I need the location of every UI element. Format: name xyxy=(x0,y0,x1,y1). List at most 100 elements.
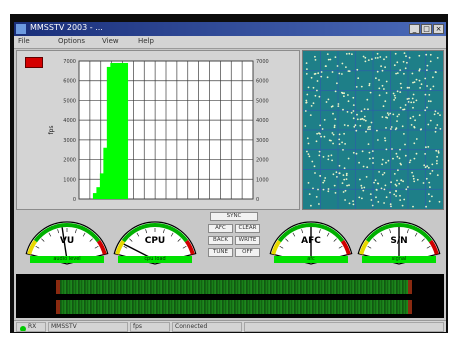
scatter-point xyxy=(312,86,315,89)
scatter-point xyxy=(381,116,384,118)
spectrum-bar xyxy=(103,147,108,199)
clear-button[interactable]: CLEAR xyxy=(235,224,260,233)
meter-tick xyxy=(97,254,102,257)
spectrum-bar xyxy=(92,193,97,199)
scatter-point xyxy=(334,56,337,58)
scatter-point xyxy=(436,124,439,126)
meter-tick xyxy=(429,254,434,257)
scatter-point xyxy=(318,95,321,98)
scatter-point xyxy=(322,156,325,158)
scatter-point xyxy=(335,171,338,174)
scatter-point xyxy=(336,176,338,178)
scatter-point xyxy=(437,151,440,154)
scatter-point xyxy=(363,186,366,189)
rx-led-icon xyxy=(20,326,26,331)
scatter-point xyxy=(327,98,330,101)
scatter-point xyxy=(369,91,372,94)
scatter-point xyxy=(423,164,426,167)
scatter-point xyxy=(406,61,408,64)
scatter-point xyxy=(312,102,315,105)
scatter-point xyxy=(429,60,432,63)
scatter-point xyxy=(429,100,432,103)
menu-options[interactable]: Options xyxy=(58,37,86,45)
meter-tick xyxy=(129,238,133,242)
y-tick-label-right: 3000 xyxy=(256,138,269,144)
scatter-point xyxy=(363,108,366,110)
scatter-point xyxy=(316,132,318,135)
scatter-point xyxy=(307,182,310,184)
scatter-point xyxy=(395,152,398,155)
close-button[interactable]: × xyxy=(433,24,444,34)
scatter-point xyxy=(342,149,344,151)
scatter-point xyxy=(332,173,335,176)
scatter-point xyxy=(341,141,343,144)
menu-view[interactable]: View xyxy=(102,37,119,45)
scatter-point xyxy=(385,148,388,151)
scatter-point xyxy=(325,101,328,103)
scatter-point xyxy=(323,119,326,121)
scatter-point xyxy=(355,86,358,88)
scatter-point xyxy=(333,184,336,187)
scatter-point xyxy=(412,101,415,104)
scatter-point xyxy=(436,162,438,165)
minimize-button[interactable]: _ xyxy=(409,24,420,34)
scatter-point xyxy=(363,115,366,118)
scatter-point xyxy=(376,57,379,59)
write-button[interactable]: WRITE xyxy=(235,236,260,245)
menu-file[interactable]: File xyxy=(18,37,30,45)
y-tick-label-left: 0 xyxy=(73,197,76,203)
sync-button[interactable]: SYNC xyxy=(210,212,258,221)
off-button[interactable]: OFF xyxy=(235,248,260,257)
meter-green-zone xyxy=(365,223,433,243)
scatter-point xyxy=(314,94,317,97)
scatter-point xyxy=(436,155,438,158)
afc-button[interactable]: AFC xyxy=(208,224,233,233)
vu-meter-dial xyxy=(25,221,109,265)
scatter-point xyxy=(343,178,346,181)
scatter-point xyxy=(427,100,430,103)
scatter-point xyxy=(402,60,405,63)
scatter-point xyxy=(343,167,346,170)
menu-help[interactable]: Help xyxy=(138,37,154,45)
scatter-point xyxy=(360,110,363,113)
scatter-point xyxy=(428,200,431,203)
scatter-point xyxy=(327,155,330,157)
scatter-point xyxy=(385,196,388,199)
afc-meter: AFC afc xyxy=(264,212,358,266)
scatter-point xyxy=(338,133,341,136)
scatter-point xyxy=(366,166,369,169)
y-axis-label: fps xyxy=(48,125,55,134)
back-button[interactable]: BACK xyxy=(208,236,233,245)
scatter-point xyxy=(415,78,418,81)
scatter-point xyxy=(412,81,414,84)
maximize-button[interactable]: □ xyxy=(421,24,432,34)
scatter-point xyxy=(381,173,384,176)
scatter-point xyxy=(348,184,350,187)
scatter-point xyxy=(337,105,340,107)
scatter-point xyxy=(426,69,428,71)
scatter-point xyxy=(326,53,329,55)
scatter-point xyxy=(398,157,401,160)
y-tick-label-right: 0 xyxy=(256,197,259,203)
scatter-point xyxy=(314,55,316,58)
sn-meter: S/N signal xyxy=(352,212,446,266)
meter-tick xyxy=(41,238,45,242)
scatter-point xyxy=(395,72,397,75)
scatter-point xyxy=(370,121,373,124)
scatter-point xyxy=(366,98,369,101)
scatter-point xyxy=(341,182,344,185)
tune-button[interactable]: TUNE xyxy=(208,248,233,257)
scatter-point xyxy=(350,111,353,114)
scatter-point xyxy=(320,135,322,138)
scatter-point xyxy=(434,71,437,73)
status-info: Connected xyxy=(172,322,242,332)
scatter-point xyxy=(359,178,361,181)
scatter-point xyxy=(429,119,432,122)
scatter-point xyxy=(375,189,378,191)
scatter-point xyxy=(437,112,439,115)
scatter-point xyxy=(419,128,422,131)
scatter-point xyxy=(429,53,432,56)
meter-tick xyxy=(407,229,409,234)
scatter-point xyxy=(345,178,348,180)
control-buttons: SYNC AFC CLEAR BACK WRITE TUNE OFF xyxy=(206,210,262,272)
